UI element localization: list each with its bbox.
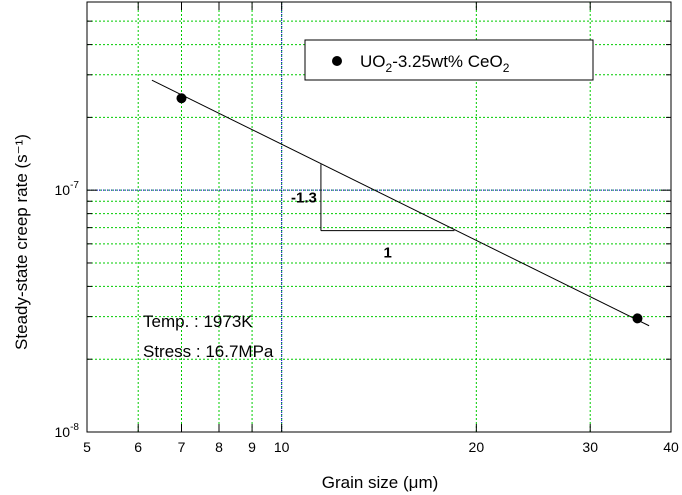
- x-tick-label: 40: [663, 439, 679, 455]
- y-tick-labels: 10-810-7: [55, 180, 80, 440]
- legend-part-1: UO: [360, 52, 386, 71]
- slope-triangle: -1.3 1: [291, 164, 455, 262]
- y-axis-title: Steady-state creep rate (s⁻¹): [12, 134, 31, 350]
- x-tick-label: 9: [248, 439, 256, 455]
- stress-annotation: Stress : 16.7MPa: [143, 342, 274, 361]
- legend-marker: [332, 56, 342, 66]
- grid-lines: [87, 2, 671, 432]
- y-tick-exponent: -8: [70, 422, 79, 433]
- x-axis-title: Grain size (μm): [322, 473, 439, 492]
- legend-label: UO2-3.25wt% CeO2: [360, 52, 510, 75]
- data-points: [176, 93, 643, 324]
- legend-sub-1: 2: [386, 61, 393, 75]
- slope-vertical-label: -1.3: [291, 189, 317, 206]
- data-point: [176, 93, 187, 104]
- slope-horizontal-label: 1: [384, 245, 392, 262]
- y-tick-exponent: -7: [70, 180, 79, 191]
- x-tick-label: 8: [215, 439, 223, 455]
- fit-line: [151, 79, 650, 327]
- y-tick-base: 10: [55, 182, 71, 198]
- highlight-lines: [87, 2, 671, 432]
- x-tick-label: 30: [582, 439, 598, 455]
- legend-part-2: -3.25wt% CeO: [392, 52, 503, 71]
- x-tick-label: 7: [178, 439, 186, 455]
- data-point: [632, 313, 643, 324]
- y-tick-base: 10: [55, 424, 71, 440]
- axis-ticks: [86, 2, 672, 432]
- legend-box: [304, 39, 594, 81]
- plot-frame: [86, 1, 672, 433]
- y-tick-label: 10-7: [55, 180, 80, 198]
- x-tick-label: 20: [469, 439, 485, 455]
- x-tick-label: 10: [274, 439, 290, 455]
- x-tick-labels: 5 6 7 8 9 10 20 30 40: [83, 439, 679, 455]
- x-tick-label: 5: [83, 439, 91, 455]
- y-tick-label: 10-8: [55, 422, 80, 440]
- legend: UO2-3.25wt% CeO2: [304, 39, 594, 81]
- temperature-annotation: Temp. : 1973K: [143, 312, 253, 331]
- x-tick-label: 6: [134, 439, 142, 455]
- legend-sub-2: 2: [503, 61, 510, 75]
